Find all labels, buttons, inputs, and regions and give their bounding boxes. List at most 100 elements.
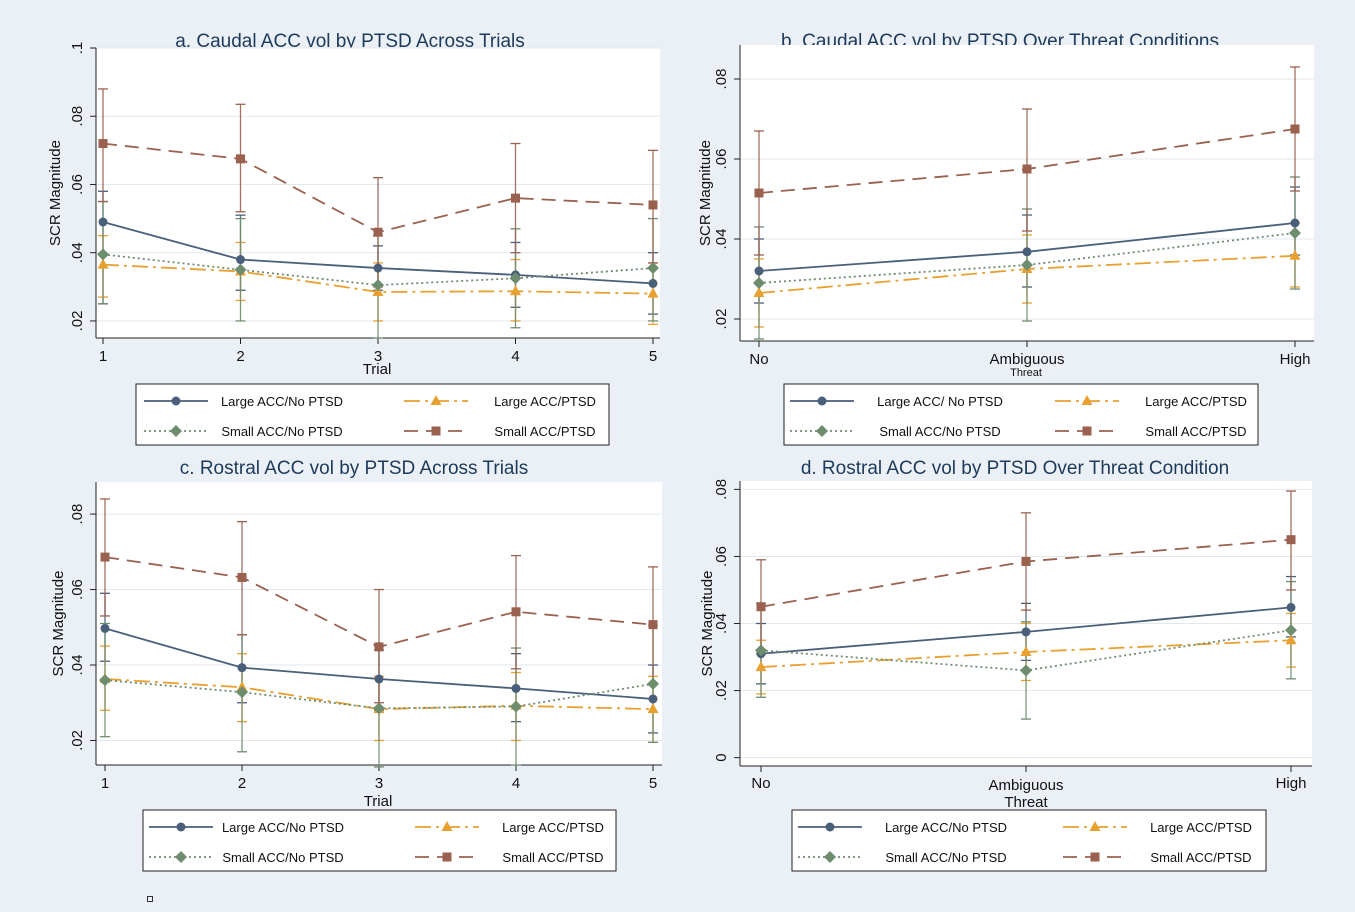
legend-label: Large ACC/PTSD xyxy=(494,394,596,409)
x-axis-label: Ambiguous xyxy=(988,777,1063,794)
y-tick-label: .04 xyxy=(713,229,730,250)
legend: Large ACC/No PTSD Large ACC/PTSD Small ACC… xyxy=(135,383,610,446)
data-point xyxy=(374,674,384,684)
y-tick-label: 0 xyxy=(713,753,730,761)
legend-marker xyxy=(1081,395,1093,405)
data-point xyxy=(236,255,245,265)
legend-marker xyxy=(442,852,452,862)
legend: Large ACC/No PTSD Large ACC/PTSD Small ACC… xyxy=(791,809,1267,872)
data-point xyxy=(236,154,245,164)
data-point xyxy=(1021,556,1031,566)
data-point xyxy=(98,139,108,149)
data-point xyxy=(1285,624,1297,637)
chart-title: d. Rostral ACC vol by PTSD Over Threat C… xyxy=(801,458,1229,479)
y-tick-label: .06 xyxy=(69,174,86,195)
x-tick-label: No xyxy=(749,351,768,368)
x-tick-label: 1 xyxy=(99,348,107,365)
legend-label: Small ACC/No PTSD xyxy=(221,424,342,439)
x-tick-label: High xyxy=(1280,351,1311,368)
x-tick-label: Ambiguous xyxy=(989,351,1064,368)
data-point xyxy=(1289,249,1301,260)
legend: Large ACC/No PTSD Large ACC/PTSD Small ACC… xyxy=(142,809,617,872)
data-point xyxy=(755,661,767,672)
data-point xyxy=(1021,627,1031,637)
data-point xyxy=(1286,602,1296,612)
y-tick-label: .1 xyxy=(69,42,86,55)
legend-label: Small ACC/PTSD xyxy=(1150,850,1251,865)
data-point xyxy=(100,623,110,633)
y-axis-label: SCR Magnitude xyxy=(697,140,714,246)
data-point xyxy=(756,602,766,612)
y-tick-label: .02 xyxy=(69,311,86,332)
x-tick-label: No xyxy=(751,775,770,792)
data-point xyxy=(755,644,767,657)
data-point xyxy=(97,248,109,261)
y-tick-label: .04 xyxy=(69,655,86,676)
legend-marker xyxy=(1089,821,1101,831)
data-point xyxy=(373,227,383,237)
data-point xyxy=(647,262,659,275)
legend-label: Large ACC/No PTSD xyxy=(221,394,343,409)
legend-marker xyxy=(175,851,187,863)
data-point xyxy=(648,620,658,630)
data-point xyxy=(1286,535,1296,545)
legend-box xyxy=(783,383,1259,446)
data-point xyxy=(1290,218,1300,228)
data-point xyxy=(98,217,108,227)
x-tick-label: 2 xyxy=(236,348,244,365)
x-tick-label: 5 xyxy=(649,348,657,365)
y-axis-label: SCR Magnitude xyxy=(47,140,64,246)
x-tick-label: 1 xyxy=(101,775,109,792)
data-point xyxy=(510,285,521,296)
data-point xyxy=(100,552,110,562)
y-tick-label: .04 xyxy=(69,242,86,263)
data-point xyxy=(510,700,522,713)
x-axis-label: Threat xyxy=(1010,367,1042,379)
legend-marker xyxy=(430,395,442,405)
legend-label: Small ACC/No PTSD xyxy=(885,850,1006,865)
data-point xyxy=(511,193,520,203)
y-tick-label: .04 xyxy=(713,613,730,634)
y-tick-label: .02 xyxy=(713,309,730,330)
x-axis-label: Trial xyxy=(363,361,392,378)
legend-label: Small ACC/No PTSD xyxy=(222,850,343,865)
legend-label: Small ACC/PTSD xyxy=(494,424,595,439)
data-point xyxy=(648,278,658,288)
legend-marker xyxy=(825,822,835,832)
legend-marker xyxy=(816,425,828,437)
legend-marker xyxy=(176,822,186,832)
legend-marker xyxy=(824,851,836,863)
y-axis-label: SCR Magnitude xyxy=(699,571,716,677)
data-point xyxy=(373,702,385,715)
x-tick-label: 3 xyxy=(375,775,383,792)
data-point xyxy=(1020,646,1032,656)
footer-mark xyxy=(147,896,153,902)
data-point xyxy=(1285,634,1297,645)
legend-label: Small ACC/PTSD xyxy=(1145,424,1246,439)
data-point xyxy=(1289,227,1301,239)
chart-panel-2: b. Caudal ACC vol by PTSD Over Threat Co… xyxy=(697,31,1314,446)
y-tick-label: .06 xyxy=(69,579,86,600)
legend-marker xyxy=(431,426,441,436)
data-point xyxy=(648,694,658,704)
legend-box xyxy=(142,809,617,872)
x-tick-label: 2 xyxy=(238,775,246,792)
chart-panel-3: c. Rostral ACC vol by PTSD Across Trials… xyxy=(50,458,662,872)
x-tick-label: 5 xyxy=(649,775,657,792)
legend-marker xyxy=(170,425,182,437)
data-point xyxy=(511,683,521,693)
legend-label: Large ACC/PTSD xyxy=(1150,820,1252,835)
chart-panel-1: a. Caudal ACC vol by PTSD Across Trials.… xyxy=(47,31,660,446)
x-tick-label: 4 xyxy=(512,775,520,792)
legend-label: Small ACC/PTSD xyxy=(502,850,603,865)
data-point xyxy=(236,686,248,699)
data-point xyxy=(647,287,659,298)
data-point xyxy=(753,287,765,297)
legend-box xyxy=(135,383,610,446)
data-point xyxy=(754,188,764,198)
legend-marker xyxy=(1090,852,1100,862)
data-point xyxy=(374,642,384,652)
data-point xyxy=(648,200,658,210)
data-point xyxy=(1022,247,1032,257)
